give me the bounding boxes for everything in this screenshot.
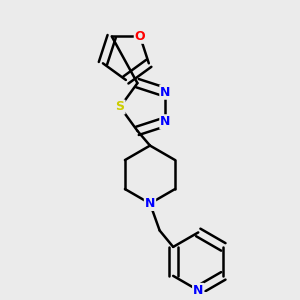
Text: N: N (193, 284, 203, 297)
Text: N: N (160, 86, 171, 99)
Text: N: N (160, 115, 171, 128)
Text: N: N (145, 197, 155, 210)
Text: O: O (135, 30, 146, 43)
Text: S: S (116, 100, 124, 113)
